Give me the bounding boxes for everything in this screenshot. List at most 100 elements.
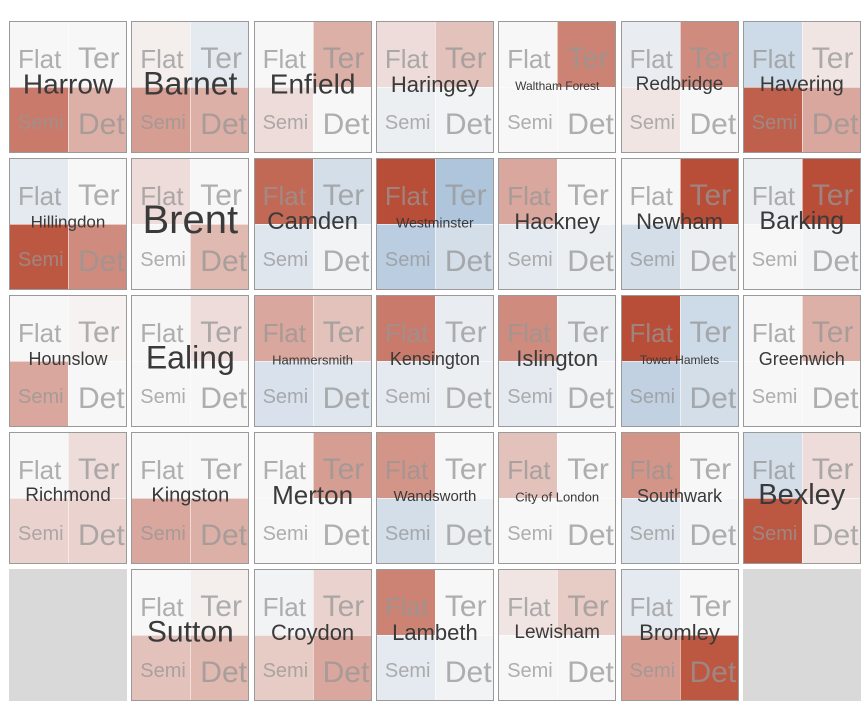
quadrant-label-semi: Semi [262,386,309,408]
quadrant-detached [190,87,249,152]
quadrant-flat [499,22,558,87]
quadrant-label-detached: Det [689,519,737,552]
quadrant-semi [743,498,802,563]
quadrant-label-flat: Flat [751,44,796,74]
borough-tile: Flat Ter Semi Det Southwark [620,432,739,564]
quadrant-label-flat: Flat [507,318,551,348]
quadrant-label-semi: Semi [507,523,553,545]
quadrant-detached [434,87,493,152]
quadrant-detached [312,224,371,289]
quadrant-divider [132,498,249,499]
quadrant-detached [679,635,738,700]
quadrant-semi [621,498,680,563]
quadrant-label-semi: Semi [262,660,309,682]
quadrant-label-flat: Flat [140,181,184,211]
quadrant-label-terraced: Ter [200,453,242,486]
quadrant-label-detached: Det [567,245,614,278]
quadrant-detached [679,224,738,289]
borough-name: Tower Hamlets [639,352,720,367]
quadrant-divider [132,224,249,225]
borough-name: Haringey [390,71,479,97]
quadrant-semi [499,361,558,426]
quadrant-label-semi: Semi [384,660,431,682]
quadrant-semi [132,224,191,289]
quadrant-label-detached: Det [78,108,125,141]
quadrant-label-terraced: Ter [689,316,732,349]
quadrant-semi [621,224,680,289]
quadrant-divider [499,224,616,225]
quadrant-flat [376,296,435,361]
borough-tile: Flat Ter Semi Det Lambeth [375,569,494,701]
quadrant-label-detached: Det [78,519,125,552]
quadrant-label-detached: Det [322,382,370,415]
quadrant-detached [434,224,493,289]
empty-tile [9,569,127,701]
quadrant-label-flat: Flat [140,318,184,348]
quadrant-detached [190,361,249,426]
quadrant-label-semi: Semi [629,112,676,134]
quadrant-divider [254,224,371,225]
quadrant-semi [132,498,191,563]
quadrant-label-flat: Flat [507,592,551,622]
quadrant-terraced [679,433,738,498]
quadrant-divider [621,361,738,362]
borough-name: Westminster [396,214,474,231]
borough-tile: Flat Ter Semi Det Richmond [9,432,127,564]
borough-tile: Flat Ter Semi Det Merton [253,432,372,564]
quadrant-label-terraced: Ter [322,590,365,623]
quadrant-terraced [557,296,616,361]
quadrant-terraced [312,159,371,224]
quadrant-label-terraced: Ter [567,42,609,75]
quadrant-terraced [434,433,493,498]
borough-name: Bexley [758,478,846,511]
quadrant-label-semi: Semi [18,112,64,134]
quadrant-label-semi: Semi [262,112,309,134]
quadrant-label-flat: Flat [629,181,673,211]
quadrant-label-flat: Flat [384,318,429,348]
borough-tile: Flat Ter Semi Det Tower Hamlets [620,295,739,427]
quadrant-divider [10,87,126,88]
quadrant-divider [743,224,860,225]
quadrant-label-semi: Semi [384,112,431,134]
quadrant-label-flat: Flat [751,181,796,211]
quadrant-label-flat: Flat [18,44,62,74]
quadrant-label-terraced: Ter [322,179,365,212]
quadrant-divider [499,87,616,88]
quadrant-semi [10,498,68,563]
quadrant-detached [557,224,616,289]
quadrant-terraced [801,22,860,87]
borough-tile: Flat Ter Semi Det Bexley [742,432,861,564]
quadrant-divider [10,224,126,225]
borough-name: Lambeth [392,619,478,645]
quadrant-label-semi: Semi [384,249,431,271]
quadrant-label-flat: Flat [384,44,429,74]
quadrant-label-detached: Det [200,382,247,415]
quadrant-label-terraced: Ter [322,42,365,75]
borough-tile: Flat Ter Semi Det Haringey [375,21,494,153]
quadrant-semi [376,635,435,700]
quadrant-flat [10,433,68,498]
borough-tile: Flat Ter Semi Det Hammersmith [253,295,372,427]
quadrant-label-terraced: Ter [78,42,120,75]
quadrant-flat [499,570,558,635]
quadrant-detached [557,498,616,563]
quadrant-label-terraced: Ter [689,179,732,212]
quadrant-label-flat: Flat [140,592,184,622]
quadrant-detached [679,498,738,563]
quadrant-divider [743,87,860,88]
borough-name: Sutton [146,615,234,649]
quadrant-terraced [557,570,616,635]
quadrant-semi [499,635,558,700]
quadrant-semi [499,87,558,152]
quadrant-divider [499,361,616,362]
quadrant-label-semi: Semi [140,660,186,682]
quadrant-label-flat: Flat [629,44,673,74]
quadrant-terraced [68,159,126,224]
borough-tile: Flat Ter Semi Det Westminster [375,158,494,290]
borough-name: City of London [515,489,600,505]
borough-name: Croydon [271,619,355,645]
quadrant-terraced [801,159,860,224]
borough-tile: Flat Ter Semi Det Sutton [131,569,250,701]
quadrant-flat [621,570,680,635]
quadrant-terraced [679,570,738,635]
